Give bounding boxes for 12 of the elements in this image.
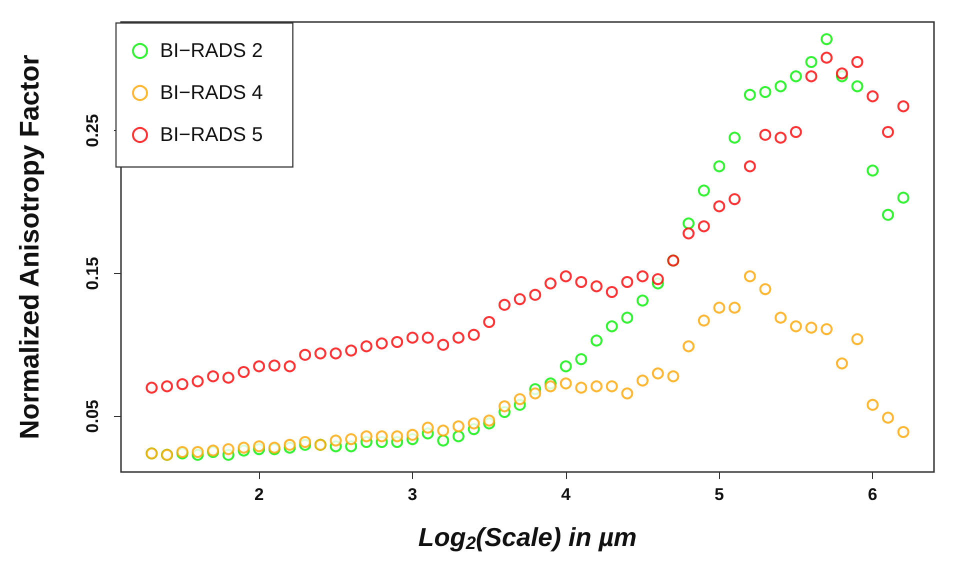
x-tick-label: 2 — [254, 485, 264, 504]
y-tick-label: 0.25 — [83, 114, 102, 148]
y-tick-label: 0.05 — [83, 400, 102, 433]
x-tick-label: 6 — [868, 485, 878, 504]
legend-label: BI−RADS 5 — [160, 124, 263, 146]
x-tick-label: 3 — [408, 485, 418, 504]
x-tick-label: 4 — [561, 485, 572, 504]
x-tick-label: 5 — [714, 485, 724, 504]
legend-label: BI−RADS 2 — [160, 40, 263, 62]
y-tick-label: 0.15 — [83, 256, 102, 290]
legend-label: BI−RADS 4 — [160, 82, 263, 104]
y-axis-title: Normalized Anisotropy Factor — [14, 54, 44, 440]
